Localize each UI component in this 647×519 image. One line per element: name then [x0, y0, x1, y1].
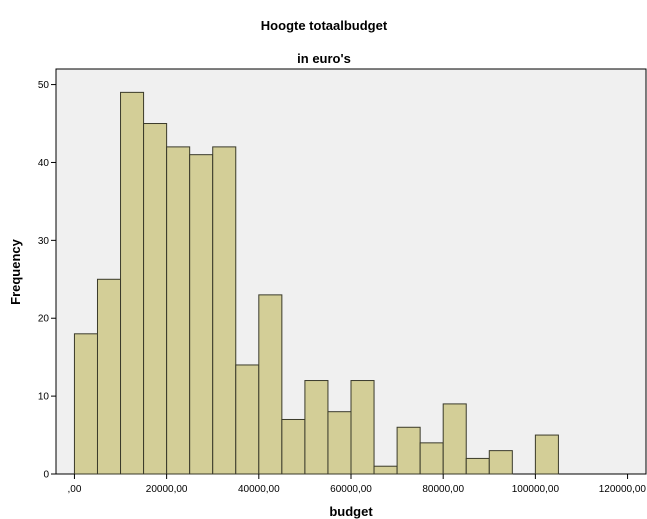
histogram-bar: [304, 380, 329, 475]
chart-subtitle: in euro's: [297, 51, 351, 66]
histogram-bar: [120, 91, 145, 475]
y-tick-label: 10: [38, 392, 50, 403]
histogram-bar: [488, 450, 513, 475]
histogram-bar: [166, 146, 191, 475]
y-tick-label: 20: [38, 314, 50, 325]
x-axis-label: budget: [329, 504, 373, 519]
histogram-bar: [327, 411, 352, 475]
histogram-bar: [73, 333, 98, 475]
x-tick-label: 80000,00: [422, 484, 464, 495]
histogram-bar: [258, 294, 283, 475]
y-axis: 0 10 20 30 40 50: [38, 80, 56, 481]
histogram-bar: [442, 403, 467, 475]
histogram-bar: [212, 146, 237, 475]
x-tick-label: ,00: [67, 484, 81, 495]
histogram-bar: [534, 434, 559, 475]
y-tick-label: 50: [38, 80, 50, 91]
x-tick-label: 120000,00: [599, 484, 647, 495]
x-tick-label: 40000,00: [238, 484, 280, 495]
histogram-bar: [373, 465, 398, 475]
x-tick-label: 20000,00: [146, 484, 188, 495]
bars-group: [73, 91, 559, 475]
histogram-bar: [465, 457, 490, 475]
histogram-bar: [189, 154, 214, 475]
y-axis-label: Frequency: [8, 238, 23, 305]
histogram-bar: [350, 380, 375, 475]
y-tick-label: 30: [38, 236, 50, 247]
histogram-bar: [419, 442, 444, 475]
x-tick-label: 60000,00: [330, 484, 372, 495]
y-tick-label: 40: [38, 158, 50, 169]
histogram-bar: [96, 278, 122, 475]
histogram-bar: [281, 418, 306, 475]
x-tick-label: 100000,00: [512, 484, 560, 495]
x-axis: ,00 20000,00 40000,00 60000,00 80000,00 10000…: [67, 474, 646, 495]
y-tick-label: 0: [43, 470, 49, 481]
histogram-bar: [235, 364, 260, 475]
histogram-bar: [396, 426, 421, 475]
histogram-bar: [143, 123, 168, 475]
chart-title: Hoogte totaalbudget: [261, 18, 388, 33]
